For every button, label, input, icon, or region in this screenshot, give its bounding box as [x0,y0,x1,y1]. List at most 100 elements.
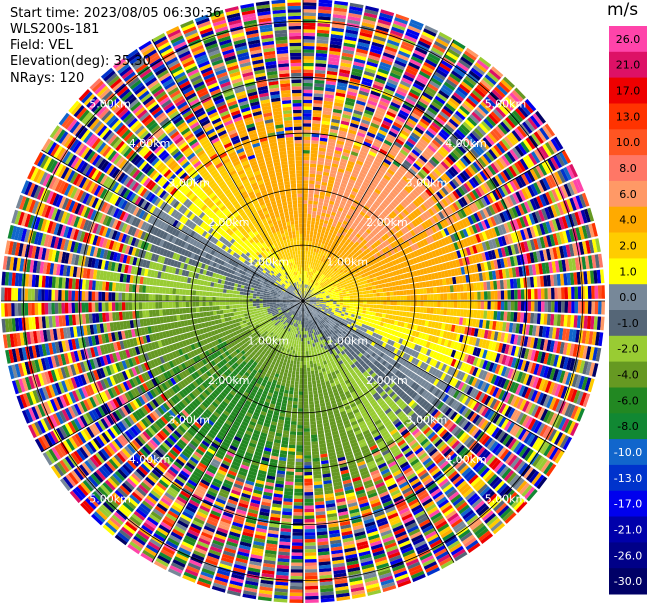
gate-cell [349,308,353,312]
gate-cell [347,276,352,281]
gate-cell [312,110,322,114]
gate-cell [443,285,447,293]
gate-cell [310,251,314,255]
gate-cell [444,323,449,331]
gate-cell [388,75,400,83]
gate-cell [321,284,325,288]
gate-cell [407,204,415,212]
gate-cell [532,251,538,263]
gate-cell [352,230,358,236]
gate-cell [548,220,556,233]
gate-cell [344,100,355,107]
gate-cell [340,200,346,206]
gate-cell [362,260,367,266]
gate-cell [402,311,407,317]
gate-cell [330,287,335,290]
gate-cell [308,193,314,198]
gate-cell [378,100,389,108]
gate-cell [472,318,477,327]
gate-cell [409,191,417,200]
gate-cell [352,258,357,264]
gate-cell [309,297,313,300]
gate-cell [478,338,484,348]
gate-cell [359,294,364,298]
gate-cell [445,331,451,339]
gate-cell [491,89,504,101]
gate-cell [411,85,423,94]
gate-cell [587,301,592,314]
gate-cell [323,223,328,228]
gate-cell [528,213,536,225]
gate-cell [317,228,322,233]
gate-cell [465,205,473,215]
gate-cell [336,297,340,299]
gate-cell [338,263,343,267]
gate-cell [438,131,448,141]
gate-cell [372,312,376,316]
gate-cell [345,307,350,311]
gate-cell [309,167,317,171]
gate-cell [360,301,364,304]
gate-cell [339,269,344,274]
gate-cell [446,138,457,148]
gate-cell [471,202,479,212]
gate-cell [372,116,383,123]
gate-cell [459,142,469,152]
gate-cell [349,6,363,12]
gate-cell [349,290,353,294]
gate-cell [304,287,305,291]
gate-cell [529,239,536,251]
gate-cell [311,275,314,280]
gate-cell [538,263,544,275]
gate-cell [554,187,563,201]
gate-cell [358,153,367,160]
gate-cell [316,49,328,54]
gate-cell [331,290,336,293]
gate-cell [520,312,525,323]
gate-cell [487,132,498,144]
gate-cell [536,129,547,143]
gate-cell [333,205,339,210]
gate-cell [366,279,371,284]
gate-cell [578,241,585,255]
gate-cell [353,295,357,298]
gate-cell [363,112,373,119]
gate-cell [432,215,439,223]
gate-cell [485,115,497,127]
gate-cell [322,279,326,283]
gate-cell [321,229,326,234]
gate-cell [316,298,320,300]
gate-cell [332,284,337,288]
gate-cell [343,107,353,113]
gate-cell [539,127,550,141]
gate-cell [484,230,491,240]
gate-cell [417,171,426,180]
gate-cell [474,174,483,185]
gate-cell [347,243,352,249]
gate-cell [482,272,487,281]
gate-cell [480,220,488,230]
gate-cell [492,128,503,140]
gate-cell [368,184,376,191]
gate-cell [397,263,402,270]
gate-cell [399,285,403,291]
gate-cell [318,257,322,261]
gate-cell [459,172,468,182]
gate-cell [381,269,386,275]
gate-cell [305,296,308,299]
gate-cell [401,146,411,154]
gate-cell [303,103,312,107]
gate-cell [329,297,334,300]
gate-cell [357,175,365,181]
gate-cell [342,294,347,297]
gate-cell [314,281,317,285]
gate-cell [316,170,323,175]
gate-cell [322,304,327,306]
gate-cell [303,32,316,37]
gate-cell [335,213,341,218]
gate-cell [437,65,450,75]
gate-cell [346,298,350,301]
gate-cell [442,262,448,270]
gate-cell [396,222,403,230]
gate-cell [324,277,328,281]
